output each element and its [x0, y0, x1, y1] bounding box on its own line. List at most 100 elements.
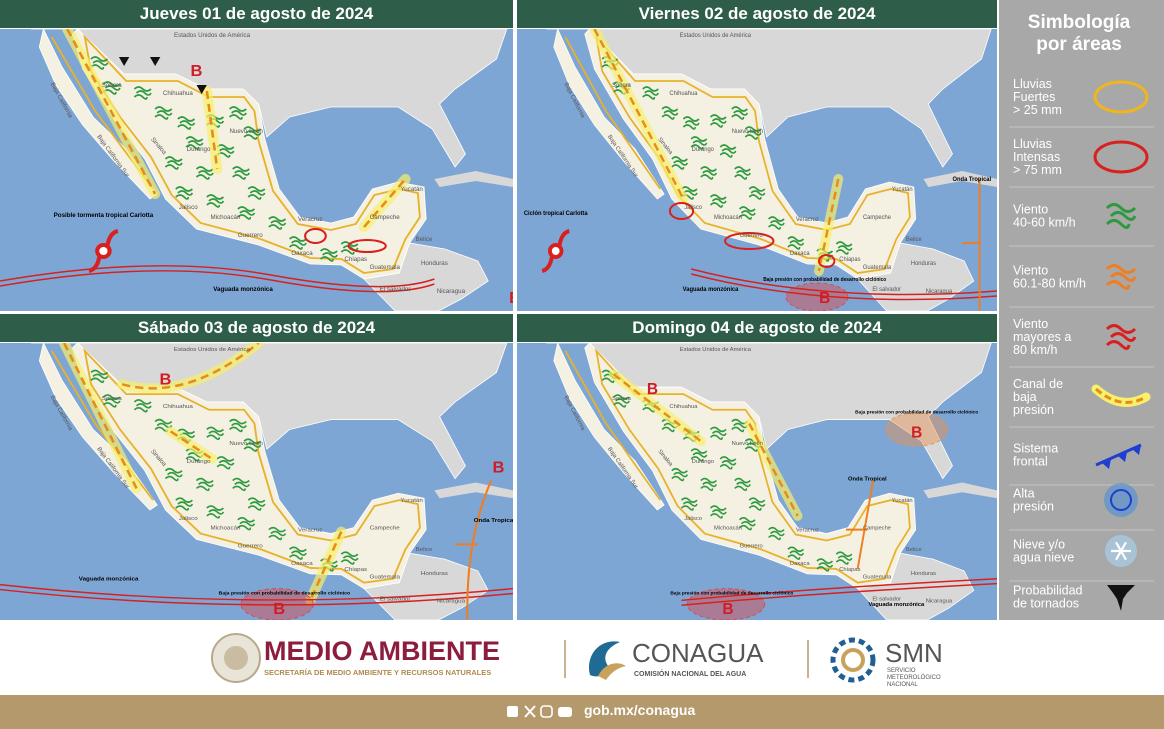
legend-label: presión — [1013, 500, 1054, 514]
wind-icon — [700, 477, 718, 492]
legend-icon — [1095, 387, 1147, 404]
monsoon-trough — [681, 582, 997, 606]
intense-rain-area — [347, 239, 387, 253]
wind-icon — [671, 467, 689, 482]
place-label: Guatemala — [863, 265, 892, 271]
annotation: Vaguada monzónica — [683, 287, 739, 293]
place-label: Chihuahua — [163, 404, 194, 410]
wind-icon — [229, 106, 247, 120]
place-label: Belice — [416, 547, 434, 553]
place-label: Belice — [416, 236, 433, 243]
place-label: Nuevo León — [229, 128, 262, 135]
legend-title: por áreas — [1036, 34, 1122, 55]
legend-icon — [1093, 140, 1149, 174]
smn-subtitle: NACIONAL — [887, 682, 918, 688]
place-label: Veracruz — [298, 216, 322, 223]
place-label: El salvador — [872, 287, 901, 293]
wind-icon — [243, 126, 262, 140]
place-label: Guerrero — [740, 543, 763, 549]
wind-icon — [835, 241, 853, 255]
place-label: Chihuahua — [669, 404, 698, 410]
footer-background — [0, 620, 1164, 695]
tornado-symbol — [149, 57, 161, 66]
wind-icon — [744, 126, 762, 140]
legend-label: Viento — [1013, 317, 1048, 331]
place-label: Campeche — [370, 526, 401, 532]
land-cuba — [434, 482, 513, 499]
legend-label: Alta — [1013, 487, 1035, 501]
land-baja — [553, 29, 665, 200]
place-label: Yucatán — [892, 187, 913, 193]
annotation: Baja presión con probabilidad de desarro… — [670, 590, 793, 596]
conagua-logo — [598, 663, 626, 680]
wind-icon — [739, 206, 756, 220]
place-label: Honduras — [911, 261, 936, 267]
place-label: Oaxaca — [790, 561, 811, 567]
wind-icon — [90, 56, 109, 70]
smn-subtitle: METEOROLÓGICO — [887, 674, 941, 681]
wind-icon — [164, 156, 183, 170]
place-label: Durango — [187, 146, 211, 153]
legend-label: Lluvias — [1013, 77, 1052, 91]
place-label: Estados Unidos de América — [680, 33, 752, 39]
place-label: Honduras — [911, 571, 936, 577]
place-label: Estados Unidos de América — [174, 32, 251, 39]
wind-icon — [175, 497, 194, 511]
annotation: Baja presión con probabilidad de desarro… — [763, 277, 886, 283]
wind-icon — [734, 166, 751, 180]
monsoon-trough — [691, 268, 997, 296]
wind-icon — [710, 114, 727, 128]
land-central-america — [856, 552, 975, 620]
monsoon-trough — [0, 583, 513, 601]
place-label: El salvador — [380, 286, 411, 293]
legend-icon — [1107, 585, 1135, 611]
place-label: Michoacán — [714, 215, 742, 221]
legend-label: agua nieve — [1013, 551, 1074, 565]
place-label: Sonora — [102, 396, 123, 402]
wind-icon — [613, 394, 630, 408]
panel-title: Domingo 04 de agosto de 2024 — [517, 314, 997, 342]
instagram-icon[interactable] — [540, 705, 553, 718]
legend-title: Simbología — [1028, 12, 1131, 33]
legend-label: 40-60 km/h — [1013, 216, 1076, 230]
wind-icon — [340, 551, 359, 565]
legend-icon — [1115, 541, 1127, 561]
wind-icon — [237, 517, 256, 531]
wind-icon — [719, 456, 737, 470]
smn-logo — [830, 637, 876, 683]
monsoon-trough — [0, 270, 435, 293]
youtube-icon[interactable] — [558, 707, 572, 717]
place-label: Guatemala — [370, 575, 401, 581]
wind-icon — [748, 186, 766, 200]
wind-icon — [206, 194, 225, 208]
legend-icon — [1102, 459, 1111, 469]
wind-icon — [816, 558, 834, 572]
legend-icon — [1104, 483, 1138, 517]
wind-icon — [90, 369, 109, 384]
rain-area — [83, 348, 421, 584]
place-label: Belice — [906, 237, 922, 243]
legend-label: > 25 mm — [1013, 103, 1062, 117]
legend-icon — [1105, 203, 1137, 229]
annotation: B — [819, 290, 830, 307]
place-label: Guatemala — [863, 575, 892, 581]
wind-icon — [232, 166, 250, 180]
place-label: Durango — [692, 459, 714, 465]
legend-background — [999, 0, 1164, 620]
place-label: Durango — [187, 459, 211, 465]
place-label: Guerrero — [238, 232, 263, 239]
facebook-icon[interactable] — [507, 706, 518, 717]
place-label: Estados Unidos de América — [174, 347, 251, 353]
x-icon[interactable] — [524, 705, 536, 718]
legend-label: Nieve y/o — [1013, 538, 1065, 552]
low-pressure-channel — [613, 373, 702, 443]
low-pressure-channel — [169, 430, 213, 460]
wind-icon — [154, 106, 173, 120]
place-label: Oaxaca — [790, 251, 811, 257]
wind-icon — [682, 116, 700, 130]
cyclone-symbol — [547, 243, 564, 259]
place-label: Nuevo León — [229, 441, 262, 447]
url[interactable]: gob.mx/conagua — [584, 702, 695, 718]
place-label: Michoacán — [210, 526, 240, 532]
